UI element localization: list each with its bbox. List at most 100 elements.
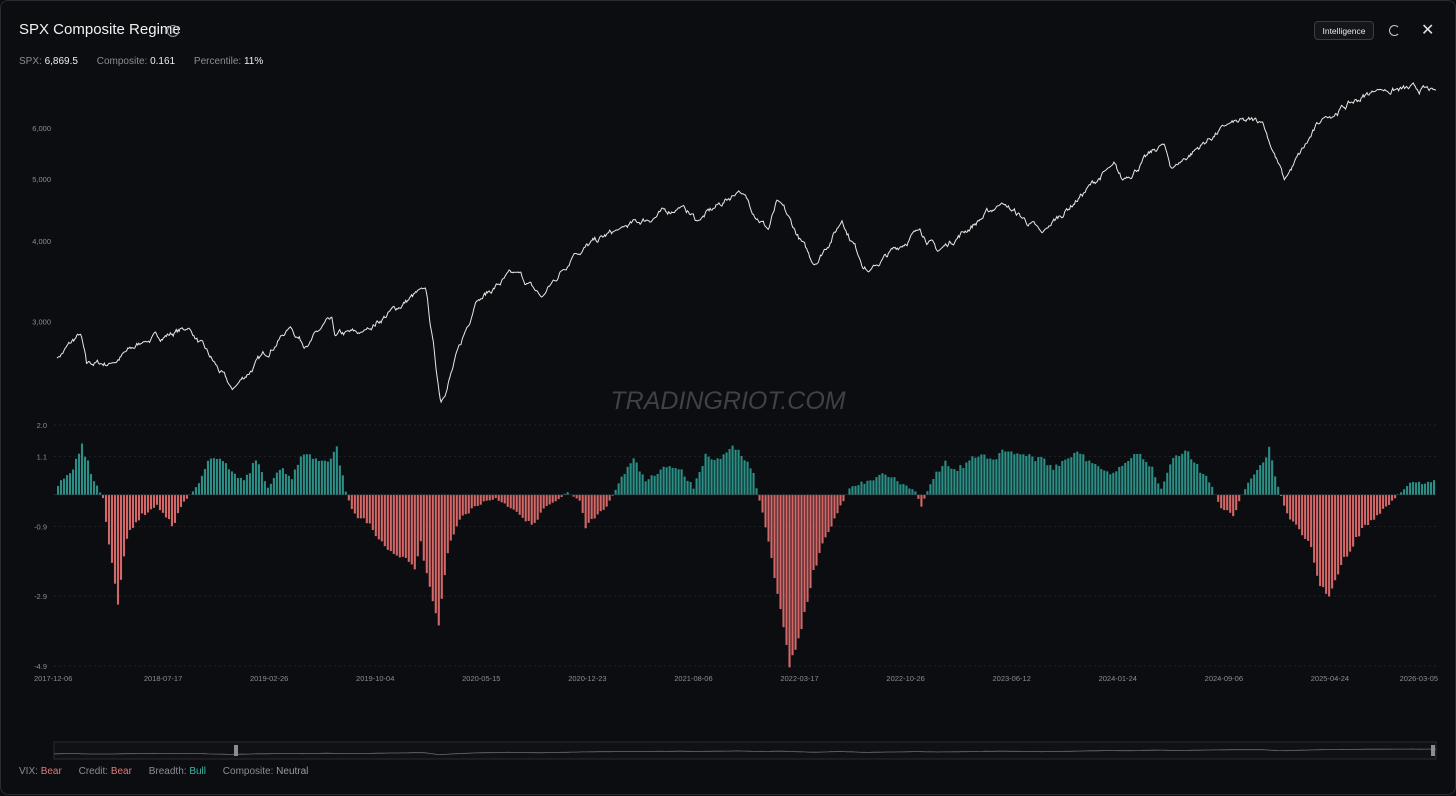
composite-bar [905,486,907,495]
composite-bar [525,495,527,522]
composite-bar [1331,495,1333,589]
composite-bars [54,443,1436,667]
composite-bar [717,458,719,495]
composite-bar [1406,486,1408,495]
composite-bar [1169,464,1171,494]
composite-bar [279,470,281,495]
composite-bar [342,475,344,495]
composite-bar [258,464,260,495]
composite-bar [729,449,731,495]
composite-bar [135,495,137,522]
composite-bar [87,460,89,494]
composite-bar [776,495,778,594]
date-tick-label: 2023-06-12 [993,674,1031,683]
composite-bar [1343,495,1345,557]
composite-bar [606,495,608,507]
composite-bar [69,473,71,495]
composite-bar [1097,466,1099,495]
composite-bar [1376,495,1378,515]
composite-bar [878,475,880,495]
composite-bar [785,495,787,645]
composite-bar [1163,481,1165,494]
composite-bar [1004,452,1006,495]
composite-bar [1421,484,1423,495]
composite-bar [1010,451,1012,494]
composite-bar [252,463,254,495]
composite-bar [375,495,377,536]
navigator-track[interactable] [54,742,1436,759]
composite-bar [126,495,128,539]
composite-bar [240,478,242,495]
composite-bar [261,472,263,495]
composite-bar [306,454,308,495]
composite-bar [917,495,919,499]
composite-bar [1166,473,1168,495]
date-tick-label: 2019-02-26 [250,674,288,683]
composite-bar [1181,454,1183,495]
date-tick-label: 2024-09-06 [1205,674,1243,683]
composite-bar [1418,482,1420,495]
composite-bar [153,495,155,508]
composite-bar [1415,483,1417,495]
composite-bar [156,495,158,505]
composite-bar [219,459,221,495]
composite-bar [1118,467,1120,495]
composite-bar [186,495,188,499]
composite-bar [1196,464,1198,495]
date-tick-label: 2026-03-05 [1400,674,1438,683]
composite-bar [1352,495,1354,547]
range-navigator[interactable] [54,742,1436,759]
composite-bar [507,495,509,507]
composite-bar [552,495,554,503]
composite-bar [174,495,176,523]
composite-bar [1046,465,1048,495]
composite-bar [1310,495,1312,547]
composite-bar [1151,467,1153,495]
composite-bar [1064,460,1066,495]
composite-bar [558,495,560,499]
composite-bar [944,461,946,495]
composite-bar [1400,492,1402,495]
composite-bar [396,495,398,556]
composite-bar [60,480,62,495]
composite-bar [714,460,716,495]
composite-bar [471,495,473,509]
composite-bar [1028,454,1030,495]
composite-bar [800,495,802,629]
composite-bar [980,454,982,494]
composite-bar [582,495,584,513]
composite-bar [549,495,551,505]
composite-bar [501,495,503,502]
composite-bar [330,459,332,495]
composite-bar [1049,465,1051,495]
composite-bar [1427,482,1429,495]
composite-bar [147,495,149,513]
composite-bar [462,495,464,516]
composite-bar [474,495,476,506]
composite-bar [959,465,961,495]
composite-bar [600,495,602,511]
composite-bar [315,458,317,495]
composite-bar [285,474,287,495]
composite-bar [1238,495,1240,501]
composite-bar [345,492,347,495]
composite-bar [720,459,722,495]
composite-bar [693,489,695,495]
composite-bar [1337,495,1339,575]
watermark-text: TRADINGRIOT.COM [610,387,845,415]
navigator-handle-right[interactable] [1431,745,1435,756]
composite-bar [684,477,686,495]
date-tick-label: 2024-01-24 [1099,674,1137,683]
composite-bar [282,468,284,495]
regime-breadth: Breadth: Bull [149,766,206,777]
composite-bar [1106,471,1108,495]
composite-bar [207,461,209,495]
composite-bar [1271,460,1273,495]
composite-bar [1115,471,1117,495]
composite-bar [723,454,725,495]
composite-bar [630,463,632,495]
navigator-handle-left[interactable] [234,745,238,756]
composite-bar [971,456,973,495]
composite-bar [300,457,302,495]
